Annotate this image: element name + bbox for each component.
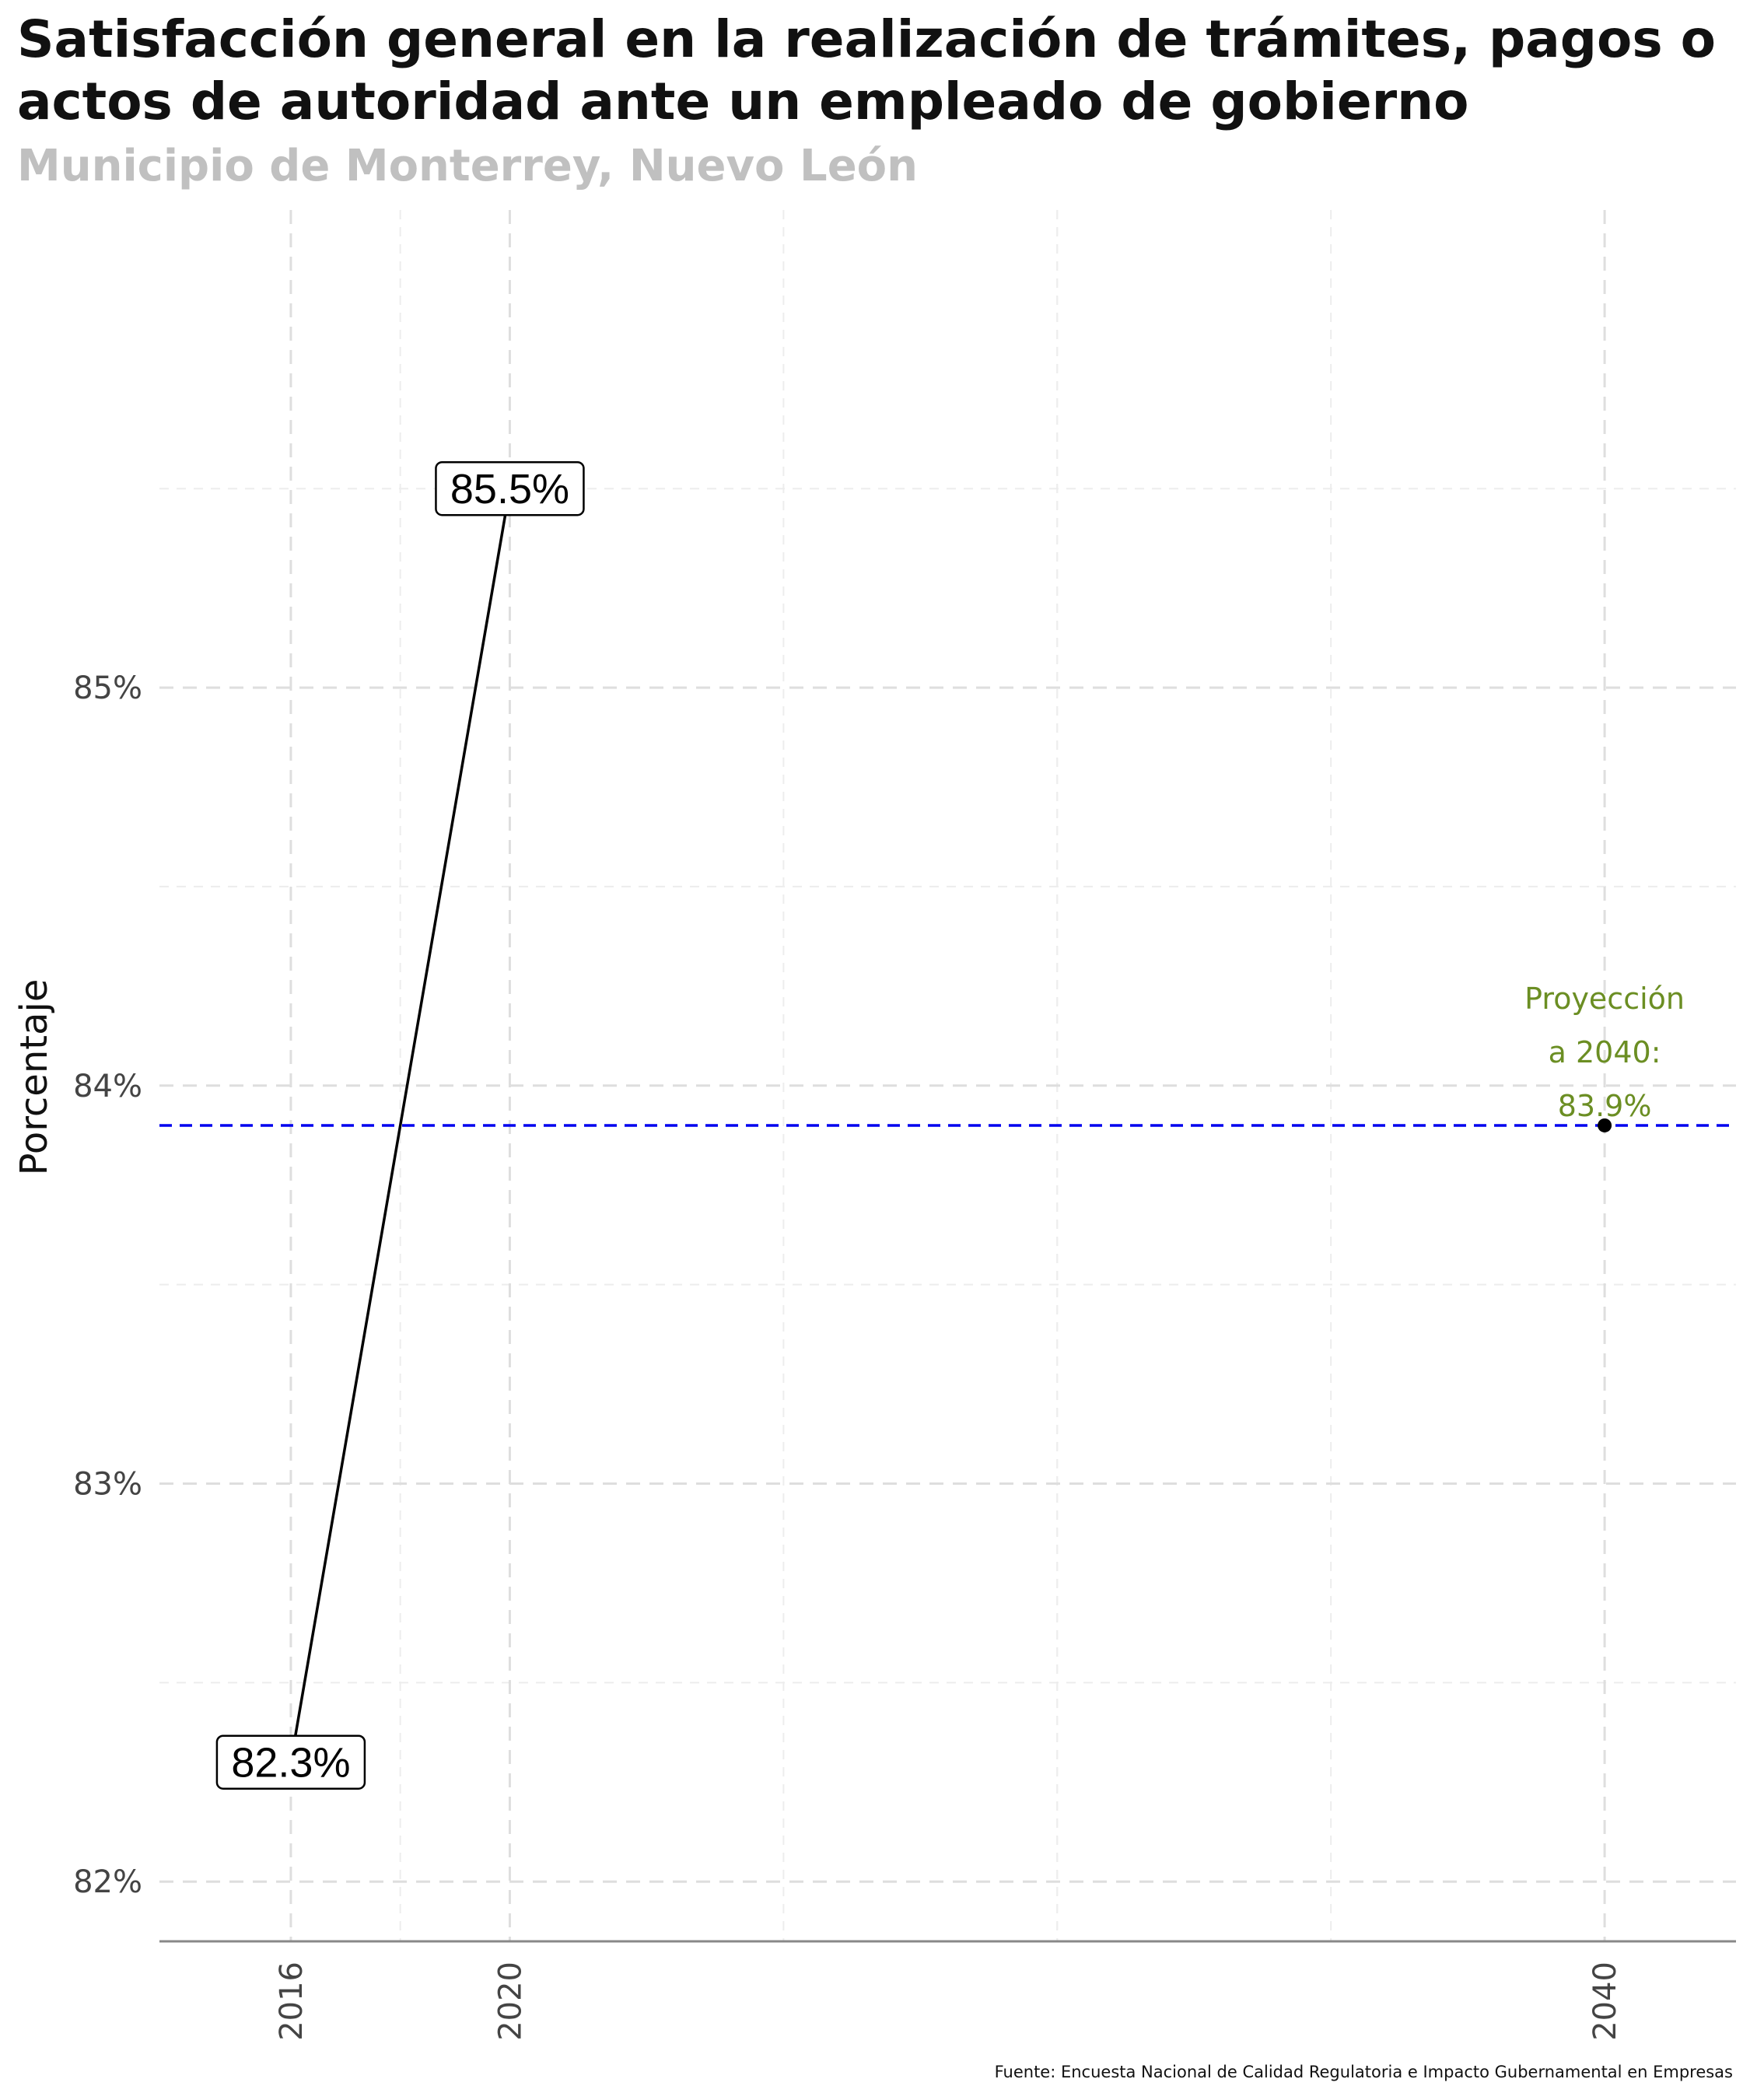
y-tick-label: 83% xyxy=(73,1467,142,1503)
x-tick-label: 2016 xyxy=(274,1962,310,2041)
point-label-box xyxy=(215,1734,366,1790)
y-tick-label: 85% xyxy=(73,670,142,706)
point-label-box xyxy=(435,460,585,516)
y-axis-label: Porcentaje xyxy=(12,979,56,1176)
point-label: 82.3% xyxy=(231,1740,350,1787)
chart-caption: Fuente: Encuesta Nacional de Calidad Reg… xyxy=(995,2063,1733,2081)
x-tick-label: 2020 xyxy=(492,1962,528,2041)
chart-title-line-1: Satisfacción general en la realización d… xyxy=(17,9,1716,69)
axis-ticks: 82% 83% 84% 85% 2016 2020 2040 xyxy=(73,670,1623,2041)
y-tick-label: 84% xyxy=(73,1069,142,1104)
y-tick-label: 82% xyxy=(73,1864,142,1900)
grid-lines xyxy=(159,210,1736,1941)
point-label: 85.5% xyxy=(450,466,569,513)
projection-label-line: 83.9% xyxy=(1558,1089,1652,1123)
chart-subtitle: Municipio de Monterrey, Nuevo León xyxy=(17,141,918,191)
chart-title-line-2: actos de autoridad ante un empleado de g… xyxy=(17,72,1469,131)
projection-label: Proyección a 2040: 83.9% xyxy=(1524,982,1685,1123)
projection-label-line: Proyección xyxy=(1524,982,1685,1016)
series-line xyxy=(289,488,512,1763)
point-labels: 82.3% 85.5% xyxy=(215,460,585,1790)
projection-point xyxy=(1598,1118,1612,1132)
projection-label-line: a 2040: xyxy=(1549,1035,1661,1069)
x-tick-label: 2040 xyxy=(1587,1962,1623,2041)
